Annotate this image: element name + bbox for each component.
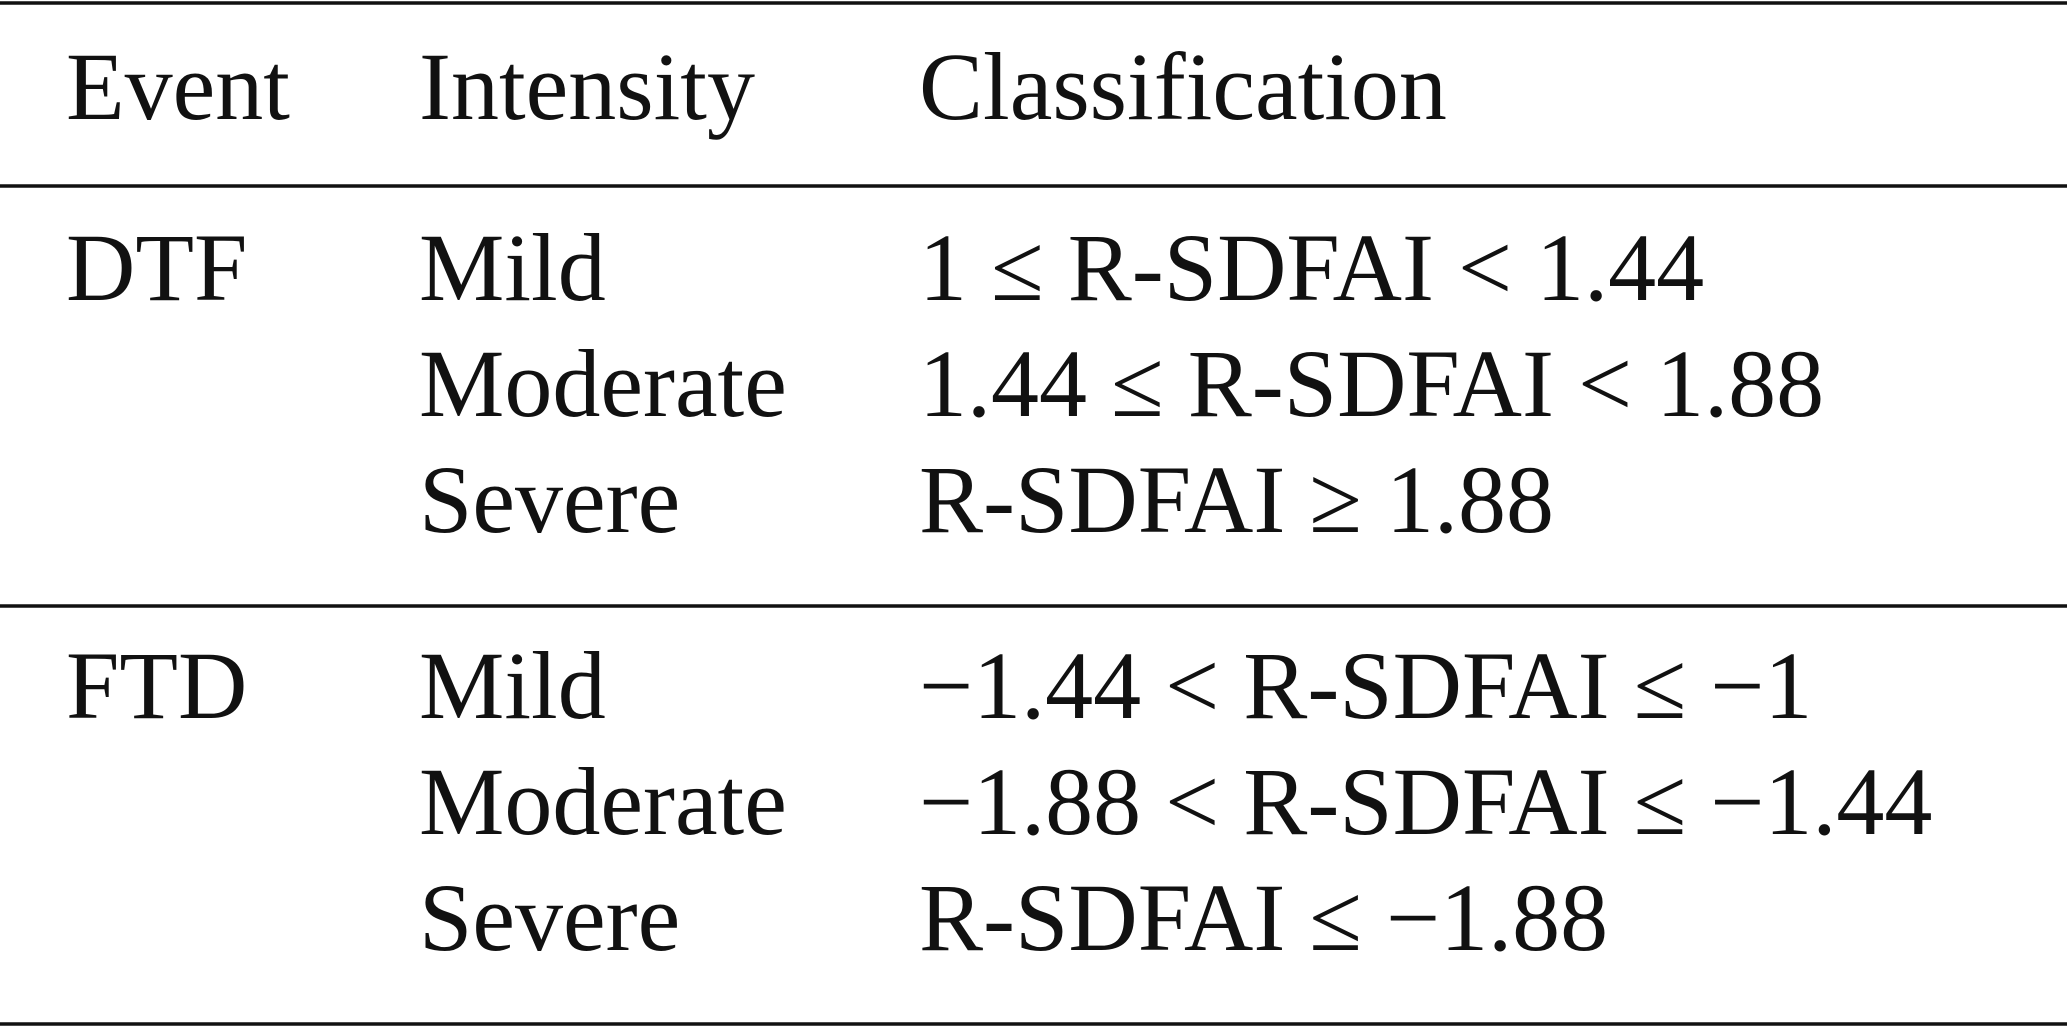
intensity-cell: Mild: [419, 214, 606, 321]
classification-cell: −1.88 < R-SDFAI ≤ −1.44: [919, 748, 1932, 855]
classification-cell: R-SDFAI ≤ −1.88: [919, 864, 1608, 971]
classification-cell: −1.44 < R-SDFAI ≤ −1: [919, 632, 1812, 739]
intensity-cell: Severe: [419, 446, 680, 553]
intensity-cell: Severe: [419, 864, 680, 971]
intensity-cell: Moderate: [419, 330, 787, 437]
event-cell: DTF: [66, 214, 247, 321]
header-cell: Intensity: [419, 33, 755, 140]
intensity-cell: Moderate: [419, 748, 787, 855]
classification-cell: 1 ≤ R-SDFAI < 1.44: [919, 214, 1704, 321]
intensity-cell: Mild: [419, 632, 606, 739]
header-cell: Classification: [919, 33, 1447, 140]
classification-cell: 1.44 ≤ R-SDFAI < 1.88: [919, 330, 1824, 437]
header-cell: Event: [66, 33, 290, 140]
classification-cell: R-SDFAI ≥ 1.88: [919, 446, 1554, 553]
event-cell: FTD: [66, 632, 247, 739]
